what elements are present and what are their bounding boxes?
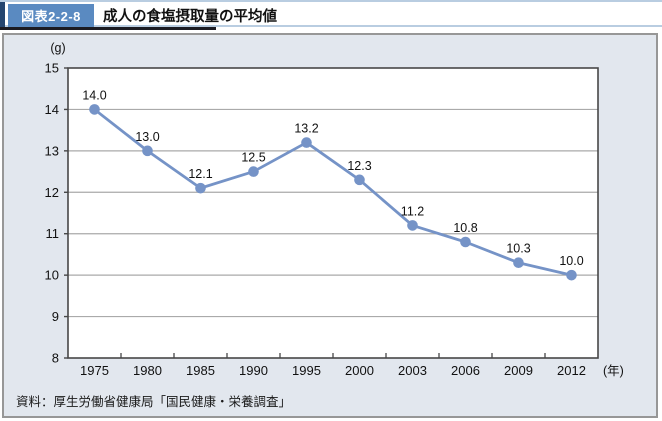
y-tick-label: 13	[45, 143, 59, 158]
data-point-label: 11.2	[401, 204, 424, 218]
figure-header: 図表2-2-8 成人の食塩摂取量の平均値	[0, 0, 662, 30]
y-tick-label: 14	[45, 102, 59, 117]
x-axis-unit-label: (年)	[603, 364, 624, 378]
data-point-label: 10.8	[453, 221, 477, 235]
data-point-label: 13.0	[135, 130, 159, 144]
header-accent-strip	[0, 2, 5, 29]
figure-title-text: 成人の食塩摂取量の平均値	[103, 9, 277, 25]
figure-number-badge: 図表2-2-8	[8, 4, 94, 27]
y-tick-label: 15	[45, 61, 59, 76]
data-point-label: 10.0	[559, 254, 583, 268]
data-point-marker	[195, 182, 206, 194]
x-tick-label: 1975	[80, 363, 109, 378]
y-tick-label: 11	[46, 226, 60, 241]
data-point-label: 12.5	[241, 151, 265, 165]
x-tick-label: 1985	[186, 363, 215, 378]
data-point-label: 12.3	[347, 159, 371, 173]
data-point-marker	[460, 236, 471, 248]
source-note: 資料：厚生労働省健康局「国民健康・栄養調査」	[16, 395, 292, 409]
y-axis-unit-label: (g)	[50, 41, 65, 55]
x-tick-label: 1980	[133, 363, 162, 378]
data-point-label: 14.0	[82, 88, 106, 102]
x-tick-label: 1995	[292, 363, 321, 378]
y-tick-label: 9	[52, 309, 59, 324]
title-underline	[0, 27, 216, 30]
x-tick-label: 2009	[504, 363, 533, 378]
x-tick-label: 1990	[239, 363, 268, 378]
data-point-marker	[89, 104, 100, 115]
data-point-marker	[248, 166, 259, 177]
plot-frame	[67, 67, 599, 359]
x-tick-label: 2012	[557, 363, 586, 378]
data-point-marker	[301, 137, 312, 148]
data-point-marker	[354, 174, 365, 186]
data-point-label: 12.1	[188, 167, 212, 181]
data-line	[93, 108, 572, 277]
x-tick-label: 2000	[345, 363, 374, 378]
y-tick-label: 12	[45, 185, 59, 200]
data-point-marker	[142, 145, 153, 157]
line-chart-canvas: 8 9 10 11 12 13 14 15 (g) 1975 1980 1985 1990 1995 200…	[45, 41, 624, 378]
figure-title: 成人の食塩摂取量の平均値	[103, 2, 277, 29]
plot-background	[68, 68, 598, 358]
data-point-marker	[566, 269, 577, 281]
data-point-marker	[407, 220, 418, 231]
x-tick-label: 2006	[451, 363, 480, 378]
x-tick-label: 2003	[398, 363, 427, 378]
chart-panel: 8 9 10 11 12 13 14 15 (g) 1975 1980 1985 1990 1995 200…	[2, 33, 658, 418]
data-point-label: 13.2	[294, 122, 318, 136]
figure-number-label: 図表2-2-8	[21, 9, 81, 24]
y-tick-label: 10	[45, 268, 59, 283]
data-point-marker	[513, 257, 524, 269]
y-tick-label: 8	[52, 351, 59, 366]
data-point-label: 10.3	[506, 242, 530, 256]
